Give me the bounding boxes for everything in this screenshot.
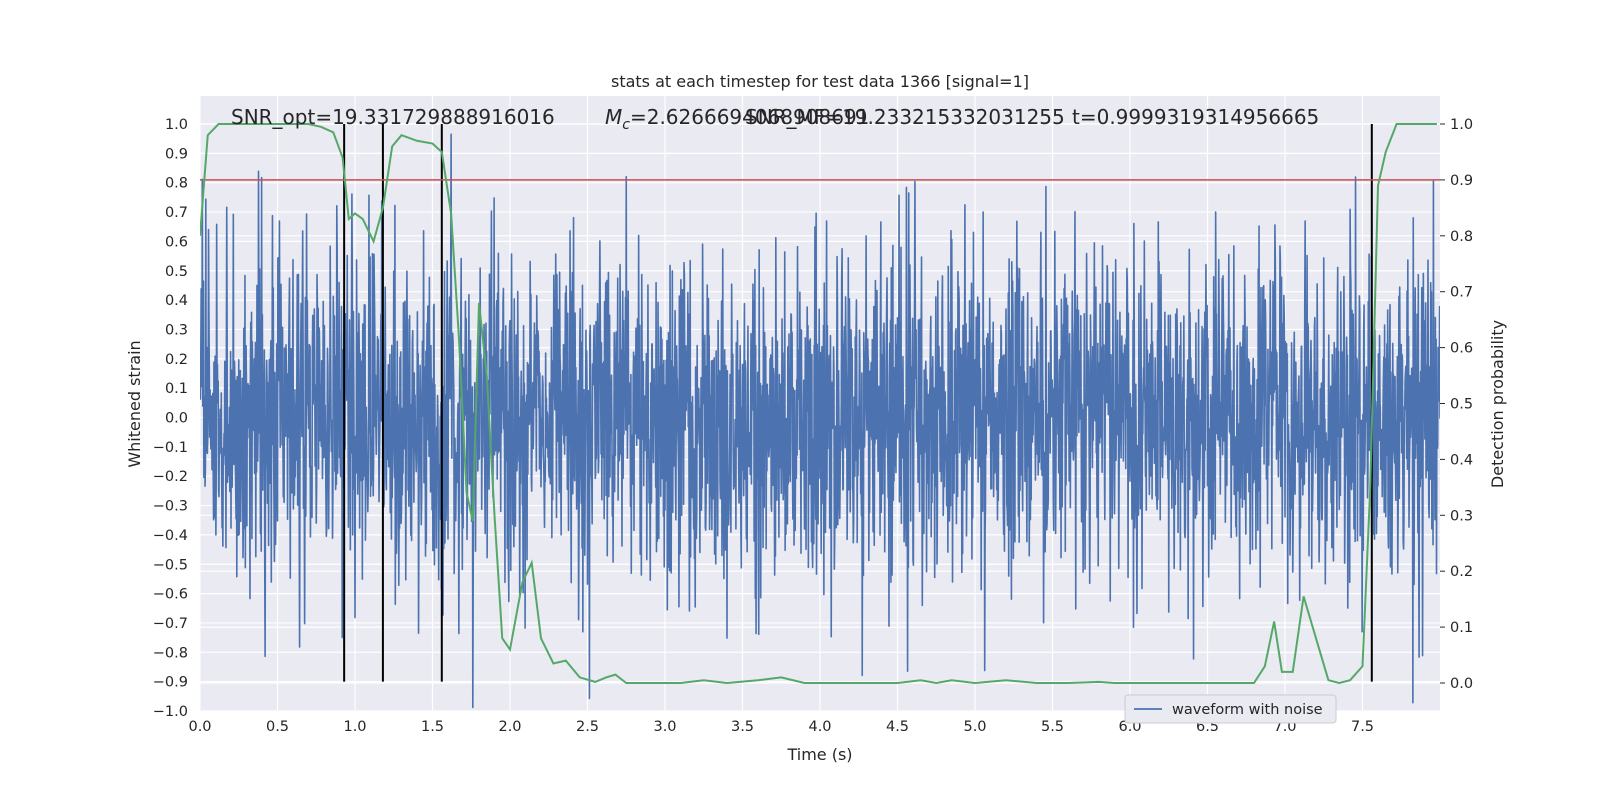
legend: waveform with noise — [1124, 694, 1337, 724]
y-left-tick-label: −0.8 — [153, 645, 188, 661]
annotation-t: t=0.9999319314956665 — [1072, 105, 1319, 129]
y-right-tick-label: 0.7 — [1450, 285, 1473, 301]
annotation-snr-mf: SNR_MF=19.233215332031255 — [745, 105, 1065, 129]
y-right-tick-label: 0.8 — [1450, 229, 1473, 245]
y-left-tick-label: 0.6 — [165, 234, 188, 250]
y-right-tick-label: 0.9 — [1450, 173, 1473, 189]
annotation-chirp-mass-value: =2.6266694068908691 — [630, 105, 869, 129]
y-left-tick-label: −0.4 — [153, 528, 188, 544]
y-right-tick-label: 1.0 — [1450, 117, 1473, 133]
x-tick-label: 7.5 — [1351, 719, 1374, 735]
legend-box — [1124, 694, 1337, 724]
y-left-tick-label: 0.3 — [165, 322, 188, 338]
y-right-tick-label: 0.1 — [1450, 620, 1473, 636]
chart-title: stats at each timestep for test data 136… — [611, 72, 1029, 91]
x-tick-label: 4.5 — [886, 719, 909, 735]
x-tick-label: 2.0 — [498, 719, 521, 735]
y-left-tick-label: −0.3 — [153, 499, 188, 515]
x-tick-label: 0.0 — [188, 719, 211, 735]
y-left-tick-label: −0.6 — [153, 587, 188, 603]
x-tick-label: 0.5 — [266, 719, 289, 735]
y-right-tick-label: 0.0 — [1450, 676, 1473, 692]
x-tick-label: 3.0 — [653, 719, 676, 735]
y-left-tick-label: 0.9 — [165, 146, 188, 162]
y-left-tick-label: 1.0 — [165, 117, 188, 133]
y-left-tick-label: 0.4 — [165, 293, 188, 309]
x-tick-label: 4.0 — [808, 719, 831, 735]
vertical-markers — [343, 124, 1373, 682]
y-right-tick-label: 0.4 — [1450, 452, 1473, 468]
y-left-tick-label: −0.7 — [153, 616, 188, 632]
x-tick-label: 5.5 — [1041, 719, 1064, 735]
x-tick-labels: 0.0 0.5 1.0 1.5 2.0 2.5 3.0 3.5 4.0 4.5 5.0 5.5 6.0 6… — [188, 719, 1374, 735]
y-left-tick-label: −0.5 — [153, 557, 188, 573]
series-detection-probability — [200, 123, 1437, 685]
y-left-tick-label: −1.0 — [153, 704, 188, 720]
annotation-chirp-mass-symbol: M — [605, 105, 622, 129]
y-left-tick-label: 0.7 — [165, 205, 188, 221]
x-tick-label: 1.5 — [421, 719, 444, 735]
annotation-snr-opt: SNR_opt=19.331729888916016 — [231, 105, 555, 129]
x-tick-label: 2.5 — [576, 719, 599, 735]
annotation-chirp-mass-subscript: c — [622, 117, 630, 133]
y-left-tick-labels: 1.0 0.9 0.8 0.7 0.6 0.5 0.4 0.3 0.2 0.1 0.0 −0.1 −0.… — [153, 117, 188, 720]
x-tick-label: 3.5 — [731, 719, 754, 735]
y-left-tick-label: 0.8 — [165, 176, 188, 192]
y-right-tick-label: 0.6 — [1450, 341, 1473, 357]
y-left-tick-label: 0.2 — [165, 352, 188, 368]
annotation-chirp-mass: Mc=2.6266694068908691 — [605, 105, 869, 133]
y-right-tick-label: 0.5 — [1450, 397, 1473, 413]
legend-label-waveform: waveform with noise — [1172, 702, 1323, 718]
x-tick-label: 5.0 — [963, 719, 986, 735]
y-axis-label-left: Whitened strain — [125, 340, 144, 467]
y-left-tick-label: 0.0 — [165, 411, 188, 427]
y-left-tick-label: 0.5 — [165, 264, 188, 280]
y-left-tick-label: −0.1 — [153, 440, 188, 456]
y-left-tick-label: 0.1 — [165, 381, 188, 397]
x-tick-label: 1.0 — [343, 719, 366, 735]
series-waveform-with-noise — [200, 133, 1440, 709]
y-left-tick-label: −0.9 — [153, 675, 188, 691]
y-right-tick-label: 0.2 — [1450, 564, 1473, 580]
x-axis-label: Time (s) — [786, 745, 852, 764]
y-left-tick-label: −0.2 — [153, 469, 188, 485]
y-axis-label-right: Detection probability — [1488, 320, 1507, 488]
y-right-tick-label: 0.3 — [1450, 508, 1473, 524]
y-right-tick-labels: 1.0 0.9 0.8 0.7 0.6 0.5 0.4 0.3 0.2 0.1 0.0 — [1450, 117, 1473, 692]
